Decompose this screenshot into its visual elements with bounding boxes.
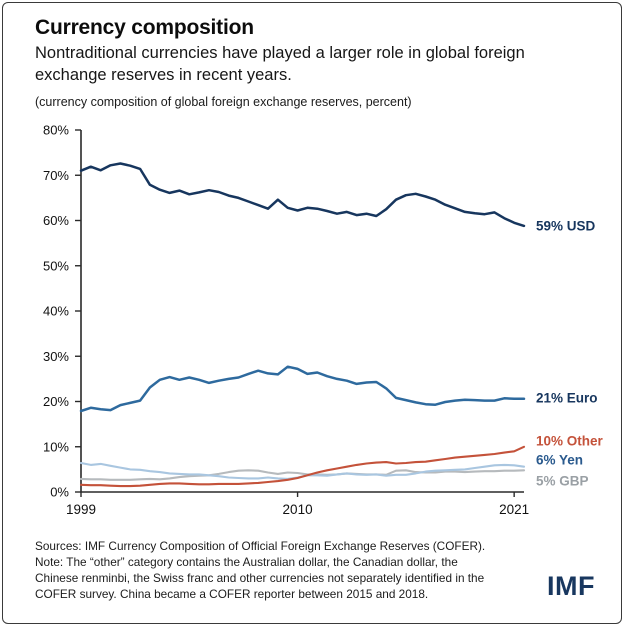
svg-text:20%: 20% xyxy=(43,394,69,409)
svg-text:80%: 80% xyxy=(43,122,69,137)
note-line: Note: The “other” category contains the … xyxy=(35,554,485,601)
series-end-label-other: 10% Other xyxy=(536,433,603,449)
page-title: Currency composition xyxy=(35,16,254,39)
svg-text:70%: 70% xyxy=(43,167,69,182)
chart-unit-caption: (currency composition of global foreign … xyxy=(35,94,412,109)
svg-text:50%: 50% xyxy=(43,258,69,273)
imf-logo: IMF xyxy=(547,570,595,601)
svg-text:2010: 2010 xyxy=(283,502,313,517)
line-chart: 0% 10% 20% 30% 40% 50% 60% 70% 80% 1999 2010 2021 5… xyxy=(3,115,621,525)
svg-text:40%: 40% xyxy=(43,303,69,318)
chart-header: Currency composition Nontraditional curr… xyxy=(3,3,621,109)
svg-text:30%: 30% xyxy=(43,348,69,363)
sources-line: Sources: IMF Currency Composition of Off… xyxy=(35,538,486,553)
svg-text:0%: 0% xyxy=(50,484,69,499)
svg-text:60%: 60% xyxy=(43,213,69,228)
chart-canvas: 0% 10% 20% 30% 40% 50% 60% 70% 80% 1999 2010 2021 xyxy=(43,122,529,517)
svg-text:1999: 1999 xyxy=(66,502,96,517)
source-notes: Sources: IMF Currency Composition of Off… xyxy=(35,538,493,602)
series-end-label-gbp: 5% GBP xyxy=(536,473,589,489)
series-end-label-usd: 59% USD xyxy=(536,218,596,234)
svg-text:2021: 2021 xyxy=(499,502,529,517)
series-end-label-yen: 6% Yen xyxy=(536,452,584,468)
svg-text:10%: 10% xyxy=(43,439,69,454)
chart-footer: Sources: IMF Currency Composition of Off… xyxy=(3,525,621,602)
chart-subtitle: Nontraditional currencies have played a … xyxy=(35,44,525,84)
series-end-label-euro: 21% Euro xyxy=(536,390,598,406)
